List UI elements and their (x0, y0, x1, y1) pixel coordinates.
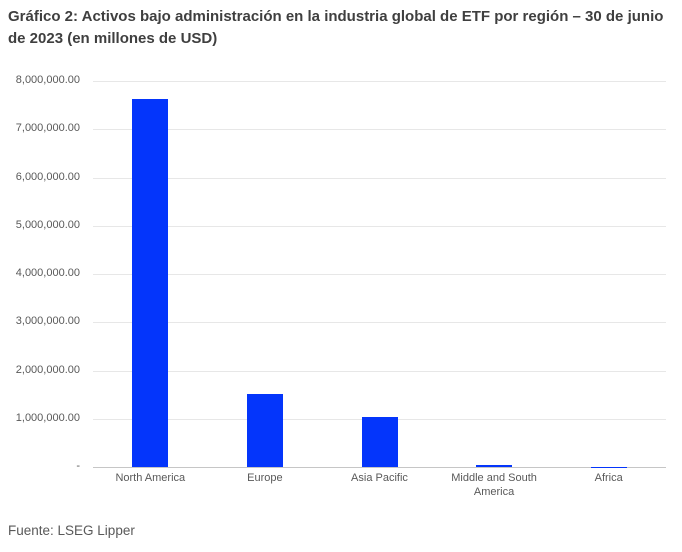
y-tick-label: 1,000,000.00 (15, 412, 80, 424)
x-axis: North America Europe Asia Pacific Middle an… (93, 471, 666, 499)
gridline (93, 322, 666, 323)
bar-middle-and-south-america (476, 464, 513, 467)
chart-title: Gráfico 2: Activos bajo administración e… (8, 8, 664, 47)
y-tick-label: 3,000,000.00 (15, 315, 80, 327)
x-tick-label: Middle and South America (451, 472, 537, 498)
gridline (93, 178, 666, 179)
y-tick-label: 5,000,000.00 (15, 219, 80, 231)
y-tick-label: 2,000,000.00 (15, 364, 80, 376)
bar-europe (246, 393, 283, 467)
gridline (93, 371, 666, 372)
gridline (93, 129, 666, 130)
y-tick-label: - (76, 460, 80, 472)
x-tick-label: Africa (594, 472, 623, 484)
bar-north-america (132, 99, 169, 467)
y-axis: 8,000,000.00 7,000,000.00 6,000,000.00 5,00… (0, 0, 80, 552)
y-tick-label: 7,000,000.00 (15, 122, 80, 134)
y-tick-label: 8,000,000.00 (15, 74, 80, 86)
source-note: Fuente: LSEG Lipper (8, 523, 135, 538)
x-tick-label: Europe (247, 472, 283, 484)
x-tick-label: North America (115, 472, 186, 484)
gridline (93, 226, 666, 227)
x-tick-label: Asia Pacific (351, 472, 408, 484)
bar-asia-pacific (361, 416, 398, 467)
gridline (93, 81, 666, 82)
plot-area (93, 81, 666, 468)
gridline (93, 274, 666, 275)
y-tick-label: 6,000,000.00 (15, 171, 80, 183)
y-tick-label: 4,000,000.00 (15, 267, 80, 279)
